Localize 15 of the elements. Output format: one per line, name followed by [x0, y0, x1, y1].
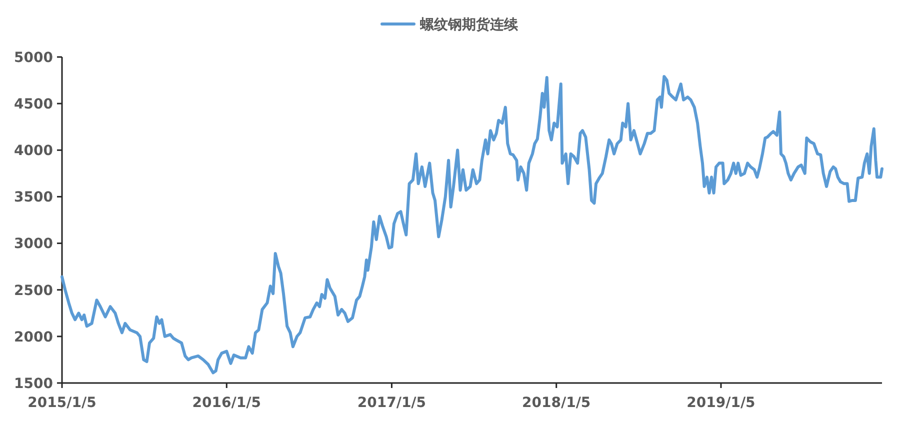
y-tick-label: 4500	[14, 96, 54, 112]
x-tick-label: 2016/1/5	[192, 395, 261, 411]
x-tick-label: 2017/1/5	[357, 395, 426, 411]
y-tick-label: 2500	[14, 282, 54, 299]
y-tick-label: 3500	[14, 190, 54, 206]
y-tick-label: 4000	[14, 143, 54, 160]
y-tick-label: 2000	[14, 329, 54, 346]
y-tick-label: 3000	[14, 236, 54, 252]
x-tick-label: 2018/1/5	[522, 395, 591, 411]
legend-label: 螺纹钢期货连续	[419, 16, 519, 33]
x-tick-label: 2019/1/5	[686, 395, 756, 411]
y-tick-label: 5000	[14, 50, 54, 66]
y-tick-label: 1500	[14, 376, 54, 392]
line-series	[60, 75, 884, 374]
x-tick-label: 2015/1/5	[28, 395, 96, 411]
